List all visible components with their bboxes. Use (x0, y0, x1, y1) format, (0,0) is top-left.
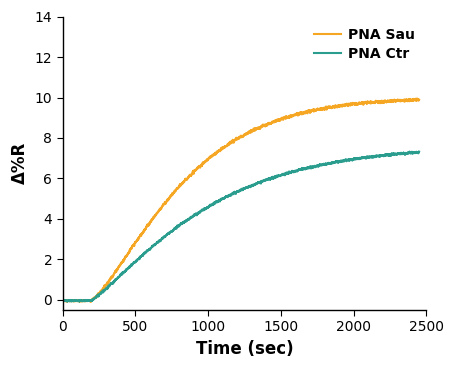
PNA Sau (410, 97, 415, 101)
PNA Ctr (407, 149, 412, 154)
PNA Ctr (101, 289, 106, 293)
PNA Sau (197, 164, 202, 169)
Legend: PNA Sau, PNA Ctr: PNA Sau, PNA Ctr (309, 24, 420, 65)
PNA Ctr (371, 155, 377, 159)
PNA Sau (212, 151, 217, 155)
PNA Ctr (212, 200, 217, 204)
PNA Sau (371, 100, 377, 104)
PNA Ctr (197, 211, 202, 215)
PNA Sau (64, 299, 70, 304)
Y-axis label: Δ%R: Δ%R (11, 142, 29, 184)
PNA Sau (122, 256, 127, 261)
PNA Ctr (122, 270, 127, 274)
PNA Ctr (60, 299, 66, 303)
Line: PNA Sau: PNA Sau (63, 99, 419, 301)
PNA Ctr (416, 149, 422, 154)
X-axis label: Time (sec): Time (sec) (196, 340, 293, 358)
PNA Sau (101, 287, 106, 292)
PNA Sau (416, 98, 422, 102)
PNA Ctr (76, 299, 82, 304)
PNA Sau (414, 96, 420, 101)
PNA Sau (60, 299, 66, 303)
Line: PNA Ctr: PNA Ctr (63, 152, 419, 301)
PNA Ctr (410, 151, 415, 156)
